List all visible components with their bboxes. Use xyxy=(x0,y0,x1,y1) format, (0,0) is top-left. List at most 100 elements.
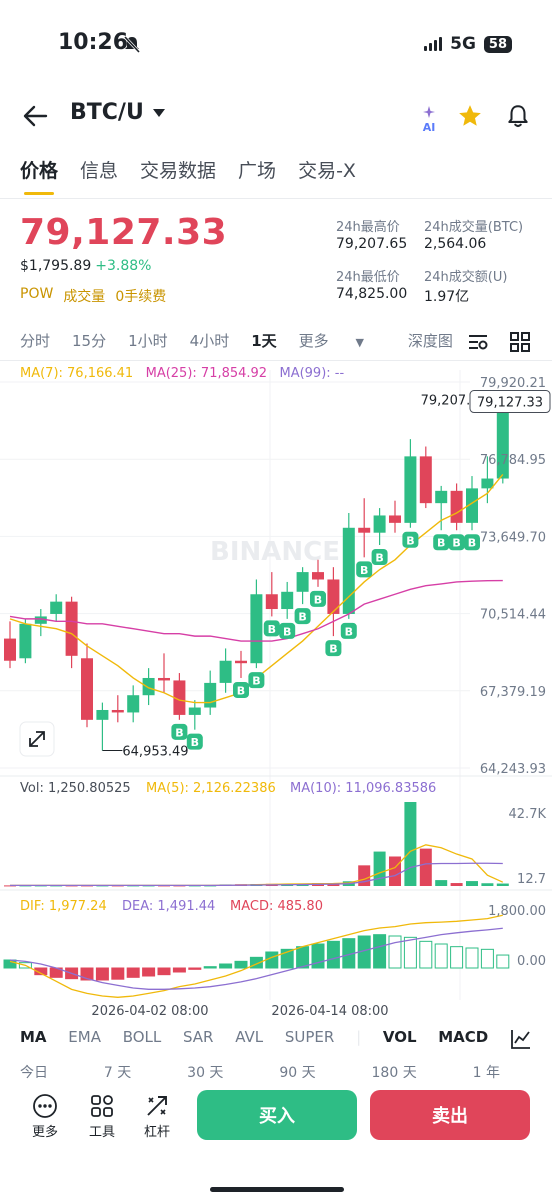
range-30d[interactable]: 30 天 xyxy=(187,1065,224,1081)
volume-bar xyxy=(404,802,417,886)
macd-bar xyxy=(434,943,448,969)
buy-badge[interactable] xyxy=(340,622,357,639)
vol-value: Vol: 1,250.80525 xyxy=(20,781,131,796)
buy-badge[interactable] xyxy=(464,534,480,551)
bell-icon[interactable] xyxy=(505,103,531,129)
buy-badge[interactable] xyxy=(279,622,296,639)
macd-bar xyxy=(111,967,125,980)
vol-ma10-line xyxy=(10,862,503,887)
dea-line xyxy=(9,927,503,990)
range-180d[interactable]: 180 天 xyxy=(371,1065,417,1081)
candle-body xyxy=(419,456,432,504)
buy-badge[interactable] xyxy=(310,590,326,607)
more-button[interactable]: 更多 xyxy=(32,1093,58,1140)
macd-bar xyxy=(3,959,17,969)
macd-bar xyxy=(234,960,248,969)
tab-trading-data[interactable]: 交易数据 xyxy=(140,160,217,182)
candle-body xyxy=(404,456,417,523)
tab-trade-x[interactable]: 交易-X xyxy=(298,160,356,182)
macd-bar xyxy=(450,946,464,969)
candle-body xyxy=(235,660,247,664)
date-axis-label: 2026-04-02 08:00 xyxy=(91,1004,208,1019)
candle-body xyxy=(373,515,386,533)
candle-body xyxy=(65,601,78,656)
buy-badge[interactable] xyxy=(294,608,311,625)
indicator-avl[interactable]: AVL xyxy=(235,1028,264,1046)
buy-badge-label: B xyxy=(298,611,306,624)
star-icon[interactable] xyxy=(457,103,483,129)
interval-timeline[interactable]: 分时 xyxy=(20,332,51,350)
sell-button[interactable]: 卖出 xyxy=(370,1090,530,1140)
chart-settings-icon[interactable] xyxy=(466,330,490,354)
indicator-macd[interactable]: MACD xyxy=(438,1028,489,1046)
interval-1h[interactable]: 1小时 xyxy=(128,332,168,350)
buy-badge[interactable] xyxy=(263,620,280,637)
indicator-boll[interactable]: BOLL xyxy=(122,1028,162,1046)
pair-selector[interactable]: BTC/U xyxy=(70,100,166,125)
tools-button[interactable]: 工具 xyxy=(89,1093,115,1140)
tag-zero-fee[interactable]: 0手续费 xyxy=(115,289,167,305)
macd-bar xyxy=(249,956,263,969)
macd-axis-zero: 0.00 xyxy=(517,954,546,969)
price-axis-label: 73,649.70 xyxy=(480,530,546,545)
vol-axis-bottom: 12.7 xyxy=(517,872,546,887)
back-arrow-icon[interactable] xyxy=(22,104,48,128)
price-change: +3.88% xyxy=(95,258,152,274)
buy-badge[interactable] xyxy=(248,672,265,689)
buy-badge-label: B xyxy=(252,675,260,688)
buy-badge[interactable] xyxy=(402,531,419,548)
buy-badge[interactable] xyxy=(186,733,203,750)
buy-button[interactable]: 买入 xyxy=(197,1090,357,1140)
candle-body xyxy=(81,658,93,720)
high-label: 24h最高价 xyxy=(336,220,400,235)
low-value: 74,825.00 xyxy=(336,286,408,302)
volume-bar xyxy=(358,865,371,886)
buy-badge[interactable] xyxy=(171,723,188,740)
range-90d[interactable]: 90 天 xyxy=(279,1065,316,1081)
buy-badge[interactable] xyxy=(356,561,373,578)
macd-bar xyxy=(373,934,387,969)
buy-badge[interactable] xyxy=(433,534,450,551)
candle-body xyxy=(127,695,140,713)
buy-badge[interactable] xyxy=(371,549,388,566)
buy-badge[interactable] xyxy=(233,681,249,698)
interval-4h[interactable]: 4小时 xyxy=(189,332,230,350)
tag-pow[interactable]: POW xyxy=(20,286,54,302)
home-indicator xyxy=(210,1187,344,1192)
ai-button[interactable]: AI xyxy=(419,103,439,134)
interval-15m[interactable]: 15分 xyxy=(72,332,107,350)
buy-badge[interactable] xyxy=(448,534,465,551)
tag-volume[interactable]: 成交量 xyxy=(63,289,106,305)
layout-grid-icon[interactable] xyxy=(508,330,532,354)
interval-tabs: 分时 15分 1小时 4小时 1天 更多 ▼ 深度图 xyxy=(20,330,475,351)
tab-square[interactable]: 广场 xyxy=(238,160,277,182)
range-today[interactable]: 今日 xyxy=(20,1065,48,1081)
range-1y[interactable]: 1 年 xyxy=(472,1065,500,1081)
macd-bar xyxy=(219,963,233,969)
indicator-vol[interactable]: VOL xyxy=(382,1028,417,1046)
tab-price[interactable]: 价格 xyxy=(20,156,58,195)
expand-button[interactable] xyxy=(19,721,55,757)
range-7d[interactable]: 7 天 xyxy=(103,1065,132,1081)
indicator-chart-icon[interactable] xyxy=(510,1028,532,1050)
depth-chart-tab[interactable]: 深度图 xyxy=(407,332,453,350)
indicator-sar[interactable]: SAR xyxy=(183,1028,214,1046)
status-time: 10:26 xyxy=(58,30,129,55)
interval-more[interactable]: 更多 ▼ xyxy=(298,332,364,350)
indicator-super[interactable]: SUPER xyxy=(284,1028,335,1046)
interval-more-label: 更多 xyxy=(298,332,329,350)
candle-body xyxy=(466,488,478,523)
buy-badge[interactable] xyxy=(325,640,342,657)
coin-tags: POW 成交量 0手续费 xyxy=(20,286,166,306)
volume-bar xyxy=(373,851,386,886)
macd-bar xyxy=(388,935,402,969)
tools-grid-icon xyxy=(91,1095,113,1117)
leverage-button[interactable]: 杠杆 xyxy=(144,1093,170,1140)
ma25-value: MA(25): 71,854.92 xyxy=(145,366,268,381)
interval-1d[interactable]: 1天 xyxy=(251,332,277,350)
volume-bar xyxy=(496,883,509,886)
tab-info[interactable]: 信息 xyxy=(80,160,119,182)
indicator-ema[interactable]: EMA xyxy=(68,1028,101,1046)
indicator-ma[interactable]: MA xyxy=(20,1028,47,1046)
